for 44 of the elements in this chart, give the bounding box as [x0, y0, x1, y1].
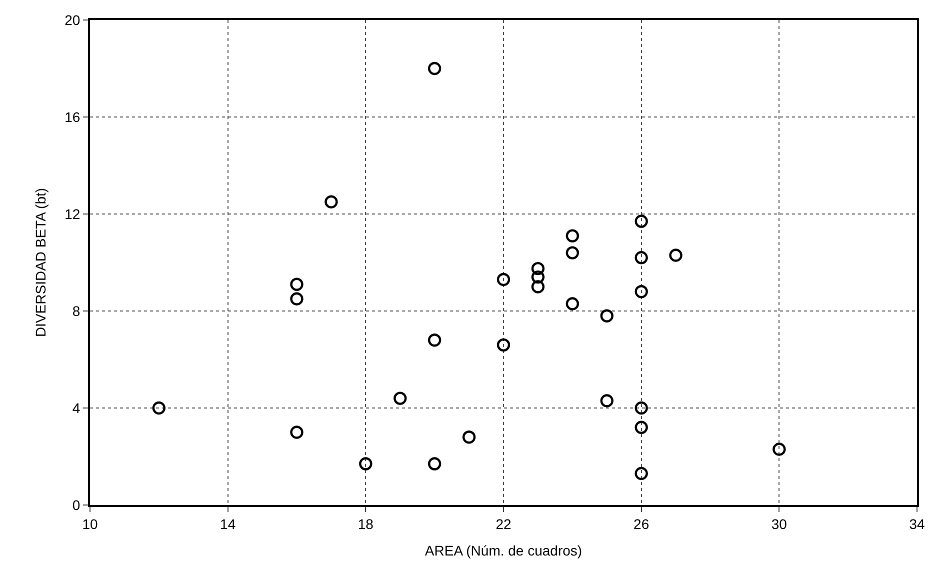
point: [394, 392, 407, 405]
point: [634, 214, 648, 228]
point: [634, 401, 648, 415]
point: [290, 292, 304, 306]
point: [669, 248, 682, 262]
point: [566, 246, 580, 260]
point: [324, 195, 338, 208]
point: [772, 442, 786, 456]
x-tick-label: 22: [496, 516, 512, 532]
point: [531, 280, 545, 294]
x-tick-label: 10: [82, 516, 98, 532]
y-tick-label: 4: [72, 400, 80, 416]
x-tick-label: 26: [634, 516, 650, 532]
point: [566, 229, 580, 242]
point: [634, 420, 648, 434]
point: [290, 426, 304, 439]
y-tick-label: 20: [64, 12, 80, 28]
point: [462, 430, 476, 444]
point: [496, 272, 510, 286]
point: [531, 270, 545, 284]
point: [634, 251, 648, 264]
x-axis-title: AREA (Núm. de cuadros): [424, 542, 582, 559]
point: [290, 278, 304, 291]
point: [152, 401, 166, 415]
y-tick-label: 8: [72, 302, 80, 319]
point: [600, 309, 614, 322]
point: [634, 466, 648, 480]
point: [496, 338, 510, 352]
y-tick-label: 16: [64, 108, 80, 125]
point: [566, 297, 580, 310]
point: [428, 62, 442, 76]
x-tick-label: 18: [358, 516, 374, 532]
point: [634, 285, 648, 298]
point: [428, 334, 442, 347]
point: [531, 262, 545, 276]
y-axis-title: DIVERSIDAD BETA (bt): [32, 188, 49, 338]
x-tick-label: 30: [771, 516, 788, 532]
x-tick-label: 14: [220, 516, 236, 532]
point: [359, 457, 372, 470]
x-tick-label: 34: [909, 516, 925, 532]
y-tick-label: 12: [64, 206, 80, 222]
y-tick-label: 0: [72, 496, 80, 513]
point: [600, 394, 614, 408]
point: [428, 457, 442, 470]
